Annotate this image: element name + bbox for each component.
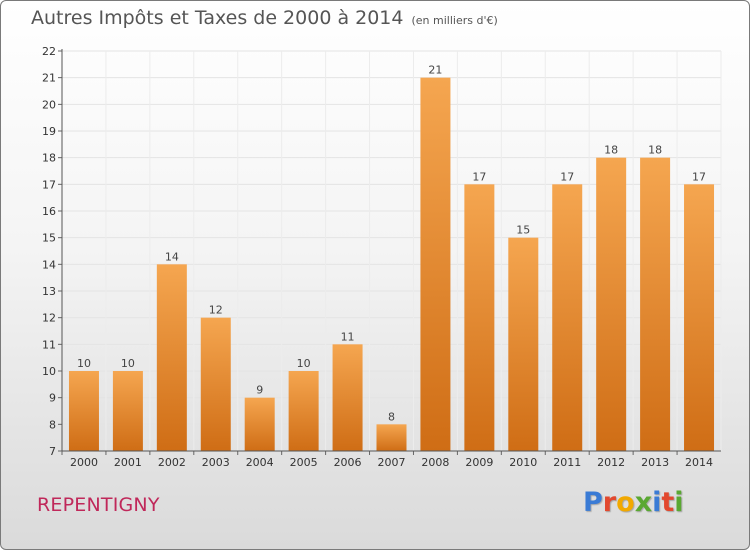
x-tick-label: 2013 — [641, 456, 669, 469]
value-label: 8 — [388, 410, 395, 423]
value-label: 11 — [341, 330, 355, 343]
logo-letter: t — [661, 487, 675, 518]
x-tick-label: 2001 — [114, 456, 142, 469]
x-tick-label: 2004 — [246, 456, 274, 469]
value-label: 10 — [121, 357, 135, 370]
y-tick-label: 17 — [42, 178, 56, 191]
x-tick-label: 2009 — [465, 456, 493, 469]
x-tick-label: 2003 — [202, 456, 230, 469]
labels: 7 8 9 10 11 12 13 14 15 16 17 18 19 20 21 22 10 2000 10 200… — [42, 45, 713, 469]
value-label: 10 — [297, 357, 311, 370]
bar — [596, 157, 627, 451]
value-label: 21 — [428, 64, 442, 77]
chart-subtitle: (en milliers d'€) — [411, 14, 498, 27]
bar — [684, 184, 715, 452]
x-tick-label: 2000 — [70, 456, 98, 469]
value-label: 15 — [516, 224, 530, 237]
bar — [200, 317, 231, 451]
city-name: REPENTIGNY — [37, 494, 160, 516]
value-label: 18 — [648, 144, 662, 157]
bar — [68, 371, 99, 451]
axes — [58, 49, 721, 455]
y-tick-label: 22 — [42, 45, 56, 58]
bar — [464, 184, 495, 452]
x-tick-label: 2006 — [334, 456, 362, 469]
logo-letter: r — [602, 487, 617, 518]
logo-letter: x — [634, 487, 653, 518]
y-tick-label: 13 — [42, 285, 56, 298]
y-tick-label: 12 — [42, 312, 56, 325]
logo-letter: i — [652, 487, 662, 518]
y-tick-label: 10 — [42, 365, 56, 378]
y-tick-label: 19 — [42, 125, 56, 138]
y-tick-label: 15 — [42, 232, 56, 245]
bar — [508, 237, 539, 451]
x-tick-label: 2005 — [290, 456, 318, 469]
y-tick-label: 21 — [42, 72, 56, 85]
y-tick-label: 16 — [42, 205, 56, 218]
bars — [68, 77, 715, 452]
bar — [420, 77, 451, 452]
x-tick-label: 2011 — [553, 456, 581, 469]
bar — [156, 264, 187, 451]
y-tick-label: 20 — [42, 98, 56, 111]
x-tick-label: 2010 — [509, 456, 537, 469]
bar — [288, 371, 319, 451]
bar — [332, 344, 363, 451]
y-tick-label: 8 — [49, 418, 56, 431]
x-tick-label: 2014 — [685, 456, 713, 469]
bar — [552, 184, 583, 452]
y-tick-label: 9 — [49, 392, 56, 405]
logo-letter: i — [674, 487, 684, 518]
value-label: 12 — [209, 304, 223, 317]
bar — [112, 371, 143, 451]
y-tick-label: 11 — [42, 338, 56, 351]
value-label: 14 — [165, 250, 179, 263]
bar — [376, 424, 407, 451]
logo-letter: o — [616, 487, 635, 518]
value-label: 17 — [560, 170, 574, 183]
y-tick-label: 14 — [42, 258, 56, 271]
bar — [640, 157, 671, 451]
x-tick-label: 2007 — [378, 456, 406, 469]
chart-title-text: Autres Impôts et Taxes de 2000 à 2014 — [31, 7, 404, 29]
value-label: 18 — [604, 144, 618, 157]
y-tick-label: 18 — [42, 152, 56, 165]
proxiti-logo[interactable]: Proxiti — [583, 487, 684, 518]
y-tick-label: 7 — [49, 445, 56, 458]
x-tick-label: 2012 — [597, 456, 625, 469]
x-tick-label: 2002 — [158, 456, 186, 469]
value-label: 17 — [692, 170, 706, 183]
x-tick-label: 2008 — [421, 456, 449, 469]
logo-letter: P — [583, 487, 603, 518]
value-label: 9 — [256, 384, 263, 397]
bar — [244, 397, 275, 451]
value-label: 10 — [77, 357, 91, 370]
chart-title: Autres Impôts et Taxes de 2000 à 2014 (en… — [31, 7, 498, 29]
value-label: 17 — [472, 170, 486, 183]
